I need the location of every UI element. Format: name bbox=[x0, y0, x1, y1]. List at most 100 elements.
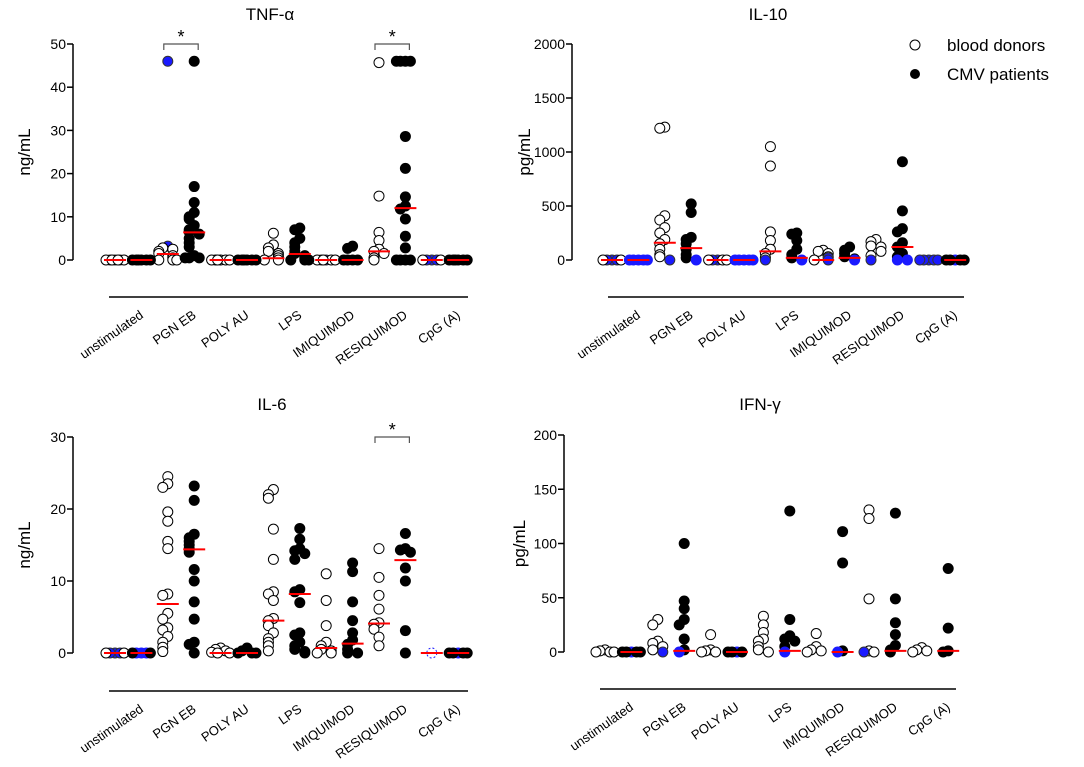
blood-donor-point bbox=[654, 214, 666, 226]
cmv-patient-point bbox=[889, 507, 901, 519]
cmv-patient-point bbox=[285, 254, 297, 266]
legend-label-cmv-patients: CMV patients bbox=[947, 65, 1049, 84]
cmv-patient-point bbox=[294, 533, 306, 545]
cmv-patient-point bbox=[678, 603, 690, 615]
blood-donor-point bbox=[759, 254, 771, 266]
y-axis-label: pg/mL bbox=[510, 520, 529, 567]
cmv-patient-point bbox=[289, 643, 301, 655]
blood-donor-point bbox=[320, 620, 332, 632]
y-tick-label: 0 bbox=[549, 644, 557, 660]
category-label: POLY AU bbox=[695, 307, 748, 351]
cmv-patient-point bbox=[193, 228, 205, 240]
blood-donor-point bbox=[705, 629, 717, 641]
cmv-patient-point bbox=[188, 613, 200, 625]
cmv-patient-point bbox=[399, 191, 411, 203]
panel-title: IL-10 bbox=[749, 5, 788, 24]
cmv-patient-point bbox=[942, 562, 954, 574]
category-label: unstimulated bbox=[77, 701, 146, 756]
blood-donor-point bbox=[664, 254, 676, 266]
y-tick-label: 500 bbox=[542, 198, 566, 214]
legend: blood donors CMV patients bbox=[909, 36, 1049, 84]
cmv-patient-point bbox=[352, 647, 364, 659]
cmv-patient-point bbox=[673, 646, 685, 658]
blood-donor-point bbox=[368, 254, 380, 266]
legend-label-blood-donors: blood donors bbox=[947, 36, 1045, 55]
y-tick-label: 20 bbox=[50, 501, 66, 517]
blood-donor-point bbox=[373, 640, 385, 652]
cmv-patient-point bbox=[188, 55, 200, 67]
panel-2: IL-6 ng/mL 0 10 20 30 unstimulated PGN EB POLY A… bbox=[15, 395, 473, 762]
cmv-patient-point bbox=[891, 254, 903, 266]
cmv-patient-point bbox=[188, 181, 200, 193]
cmv-patient-point bbox=[299, 548, 311, 560]
cmv-patient-point bbox=[188, 596, 200, 608]
cmv-patient-point bbox=[404, 55, 416, 67]
significance-bracket bbox=[374, 436, 410, 443]
blood-donor-point bbox=[865, 240, 877, 252]
significance-star: * bbox=[389, 420, 396, 440]
y-tick-label: 1500 bbox=[534, 90, 565, 106]
cmv-patient-point bbox=[942, 622, 954, 634]
blood-donor-point bbox=[764, 160, 776, 172]
cmv-patient-point bbox=[347, 566, 359, 578]
cmv-patient-point bbox=[690, 254, 702, 266]
cmv-patient-point bbox=[399, 162, 411, 174]
cmv-patient-point bbox=[399, 575, 411, 587]
y-tick-label: 10 bbox=[50, 573, 66, 589]
blood-donor-point bbox=[325, 647, 337, 659]
blood-donor-point bbox=[647, 619, 659, 631]
blood-donor-point bbox=[162, 506, 174, 518]
cmv-patient-point bbox=[839, 251, 851, 263]
category-label: PGN EB bbox=[647, 307, 696, 347]
cmv-patient-point bbox=[837, 557, 849, 569]
cmv-patient-point bbox=[188, 494, 200, 506]
category-label: CpG (A) bbox=[905, 699, 953, 739]
panel-title: IFN-γ bbox=[739, 395, 781, 414]
cmv-patient-point bbox=[183, 638, 195, 650]
y-tick-label: 10 bbox=[50, 209, 66, 225]
blood-donor-point bbox=[157, 646, 169, 658]
cmv-patient-point bbox=[289, 553, 301, 565]
cmv-patient-point bbox=[399, 647, 411, 659]
cmv-patient-point bbox=[303, 254, 315, 266]
cmv-patient-point bbox=[294, 522, 306, 534]
y-tick-label: 100 bbox=[534, 536, 558, 552]
cmv-patient-point bbox=[399, 562, 411, 574]
cmv-patient-point bbox=[390, 254, 402, 266]
blood-donor-point bbox=[858, 646, 870, 658]
cmv-patient-point bbox=[390, 55, 402, 67]
cmv-patient-point bbox=[399, 242, 411, 254]
blood-donor-point bbox=[157, 613, 169, 625]
blood-donor-point bbox=[921, 645, 933, 657]
category-label: PGN EB bbox=[150, 701, 199, 741]
category-label: POLY AU bbox=[198, 307, 251, 351]
cmv-patient-point bbox=[837, 526, 849, 538]
y-tick-label: 0 bbox=[58, 252, 66, 268]
y-tick-label: 150 bbox=[534, 481, 558, 497]
cmv-patient-point bbox=[294, 597, 306, 609]
cmv-patient-point bbox=[779, 646, 791, 658]
blood-donor-point bbox=[267, 523, 279, 535]
blood-donor-point bbox=[157, 589, 169, 601]
y-axis-label: ng/mL bbox=[15, 521, 34, 568]
blood-donor-point bbox=[157, 481, 169, 493]
blood-donor-point bbox=[907, 646, 919, 658]
y-axis-label: ng/mL bbox=[15, 128, 34, 175]
cmv-patient-point bbox=[183, 241, 195, 253]
blood-donor-point bbox=[654, 122, 666, 134]
cmv-patient-point bbox=[685, 206, 697, 218]
cmv-patient-point bbox=[399, 625, 411, 637]
y-tick-label: 200 bbox=[534, 427, 558, 443]
blood-donor-point bbox=[262, 492, 274, 504]
cmv-patient-point bbox=[188, 563, 200, 575]
blood-donor-point bbox=[373, 603, 385, 615]
cmv-patient-point bbox=[889, 593, 901, 605]
cmv-patient-point bbox=[347, 596, 359, 608]
y-tick-label: 30 bbox=[50, 122, 66, 138]
cmv-patient-point bbox=[399, 130, 411, 142]
cmv-patient-point bbox=[179, 252, 191, 264]
cmv-patient-point bbox=[399, 527, 411, 539]
blood-donor-point bbox=[865, 254, 877, 266]
blood-donor-point bbox=[320, 594, 332, 606]
